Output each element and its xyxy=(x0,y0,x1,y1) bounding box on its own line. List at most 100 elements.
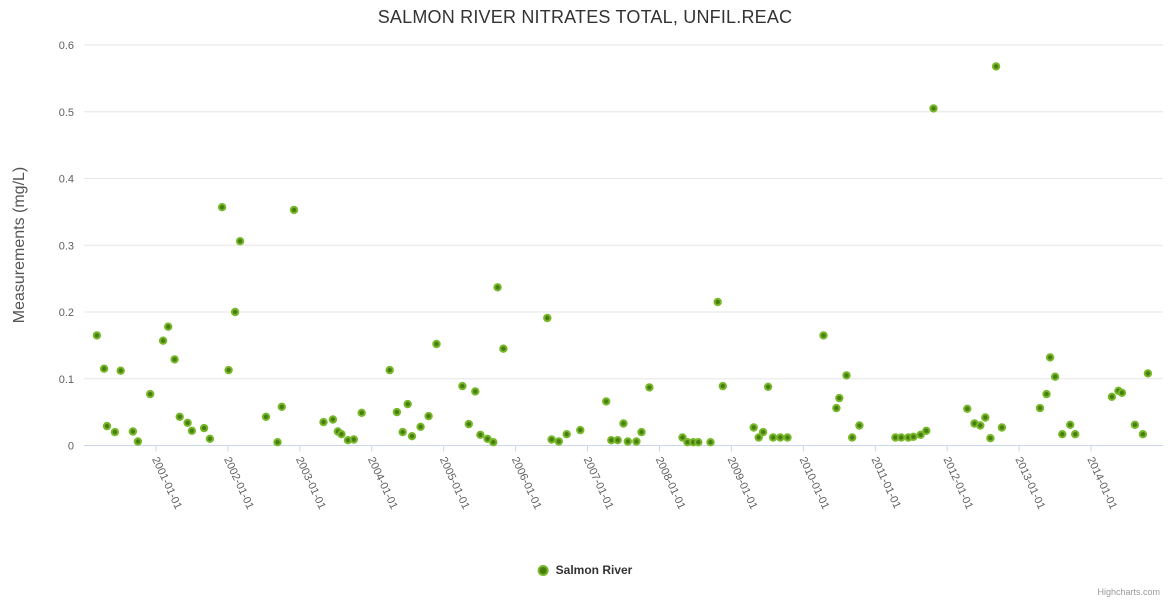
data-point[interactable] xyxy=(1058,430,1067,439)
data-point[interactable] xyxy=(1143,369,1153,378)
data-point[interactable] xyxy=(424,411,433,421)
data-point[interactable] xyxy=(92,331,102,340)
data-point[interactable] xyxy=(217,203,227,212)
data-point[interactable] xyxy=(848,433,857,442)
data-point[interactable] xyxy=(576,425,585,435)
data-point[interactable] xyxy=(1042,389,1051,399)
data-point[interactable] xyxy=(963,404,972,413)
data-point[interactable] xyxy=(547,435,556,444)
data-point[interactable] xyxy=(991,62,1001,71)
data-point[interactable] xyxy=(835,393,844,403)
data-point[interactable] xyxy=(763,382,773,391)
data-point[interactable] xyxy=(319,417,328,427)
data-point[interactable] xyxy=(749,423,758,432)
data-point[interactable] xyxy=(349,435,358,444)
data-point[interactable] xyxy=(768,433,778,442)
data-point[interactable] xyxy=(543,313,552,323)
legend-item-salmon-river[interactable]: Salmon River xyxy=(537,563,632,577)
data-point[interactable] xyxy=(337,430,346,439)
data-point[interactable] xyxy=(776,433,785,442)
data-point[interactable] xyxy=(718,381,727,391)
data-point[interactable] xyxy=(632,437,641,446)
data-point[interactable] xyxy=(146,389,155,399)
data-point[interactable] xyxy=(706,438,715,447)
data-point[interactable] xyxy=(407,432,417,441)
data-point[interactable] xyxy=(694,438,703,447)
data-point[interactable] xyxy=(403,399,412,409)
data-point[interactable] xyxy=(224,365,233,375)
data-point[interactable] xyxy=(199,423,209,433)
data-point[interactable] xyxy=(235,237,245,246)
data-point[interactable] xyxy=(855,421,864,430)
data-point[interactable] xyxy=(897,433,906,442)
data-point[interactable] xyxy=(1138,430,1148,439)
data-point[interactable] xyxy=(116,366,125,375)
data-point[interactable] xyxy=(922,426,931,435)
data-point[interactable] xyxy=(464,419,473,429)
data-point[interactable] xyxy=(205,434,215,443)
data-point[interactable] xyxy=(99,364,109,373)
data-point[interactable] xyxy=(489,438,498,447)
data-point[interactable] xyxy=(385,365,394,375)
data-point[interactable] xyxy=(499,344,508,353)
data-point[interactable] xyxy=(1035,403,1045,413)
data-point[interactable] xyxy=(1045,353,1055,362)
data-point[interactable] xyxy=(471,387,480,396)
data-point[interactable] xyxy=(997,423,1007,432)
data-point[interactable] xyxy=(619,419,628,428)
data-point[interactable] xyxy=(1130,420,1140,429)
data-point[interactable] xyxy=(602,397,611,406)
data-point[interactable] xyxy=(758,427,768,437)
data-point[interactable] xyxy=(432,339,441,349)
data-point[interactable] xyxy=(164,322,173,331)
data-point[interactable] xyxy=(1050,372,1060,381)
data-point[interactable] xyxy=(183,418,192,427)
data-point[interactable] xyxy=(483,434,492,443)
data-point[interactable] xyxy=(819,331,828,340)
data-point[interactable] xyxy=(110,427,120,437)
data-point[interactable] xyxy=(832,403,841,413)
data-point[interactable] xyxy=(170,355,179,364)
data-point[interactable] xyxy=(783,433,792,442)
data-point[interactable] xyxy=(986,434,995,443)
data-point[interactable] xyxy=(128,427,138,436)
data-point[interactable] xyxy=(909,432,918,441)
data-point[interactable] xyxy=(916,430,925,439)
data-point[interactable] xyxy=(398,427,407,437)
data-point[interactable] xyxy=(637,427,646,437)
data-point[interactable] xyxy=(289,205,299,215)
data-point[interactable] xyxy=(1107,392,1117,401)
data-point[interactable] xyxy=(713,297,722,307)
data-point[interactable] xyxy=(261,412,271,421)
data-point[interactable] xyxy=(562,430,571,439)
data-point[interactable] xyxy=(133,437,143,446)
data-point[interactable] xyxy=(357,408,366,417)
data-point[interactable] xyxy=(416,422,425,431)
data-point[interactable] xyxy=(842,371,851,380)
data-point[interactable] xyxy=(175,412,184,421)
data-point[interactable] xyxy=(392,407,402,417)
data-point[interactable] xyxy=(929,104,938,113)
data-point[interactable] xyxy=(493,283,502,292)
data-point[interactable] xyxy=(678,433,687,442)
data-point[interactable] xyxy=(273,438,282,447)
data-point[interactable] xyxy=(1071,430,1080,439)
data-point[interactable] xyxy=(158,336,168,345)
data-point[interactable] xyxy=(645,383,654,392)
data-point[interactable] xyxy=(554,437,563,446)
data-point[interactable] xyxy=(976,421,985,430)
data-point[interactable] xyxy=(277,402,286,411)
data-point[interactable] xyxy=(328,415,338,424)
data-point[interactable] xyxy=(187,426,197,435)
data-point[interactable] xyxy=(102,421,112,431)
data-point[interactable] xyxy=(458,381,467,391)
data-point[interactable] xyxy=(613,436,622,445)
data-point[interactable] xyxy=(1066,420,1075,429)
data-point[interactable] xyxy=(1117,388,1127,397)
data-point[interactable] xyxy=(230,307,240,317)
data-point[interactable] xyxy=(754,433,763,442)
data-point[interactable] xyxy=(981,413,990,422)
data-point[interactable] xyxy=(476,430,485,439)
data-point[interactable] xyxy=(623,437,632,446)
highcharts-credits-link[interactable]: Highcharts.com xyxy=(1097,587,1160,597)
